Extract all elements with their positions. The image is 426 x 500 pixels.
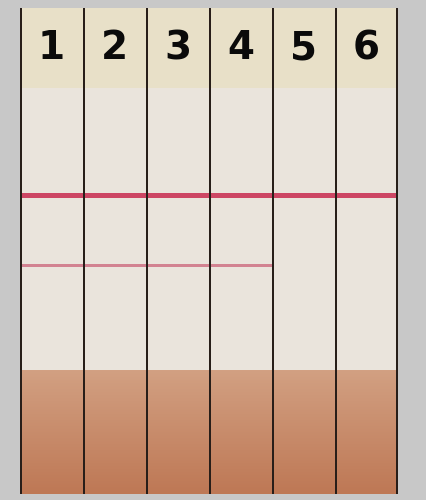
Text: 3: 3 [164, 29, 191, 67]
Text: 2: 2 [101, 29, 128, 67]
Text: 6: 6 [353, 29, 380, 67]
Text: 4: 4 [227, 29, 254, 67]
Text: 1: 1 [38, 29, 65, 67]
Text: 5: 5 [290, 29, 317, 67]
